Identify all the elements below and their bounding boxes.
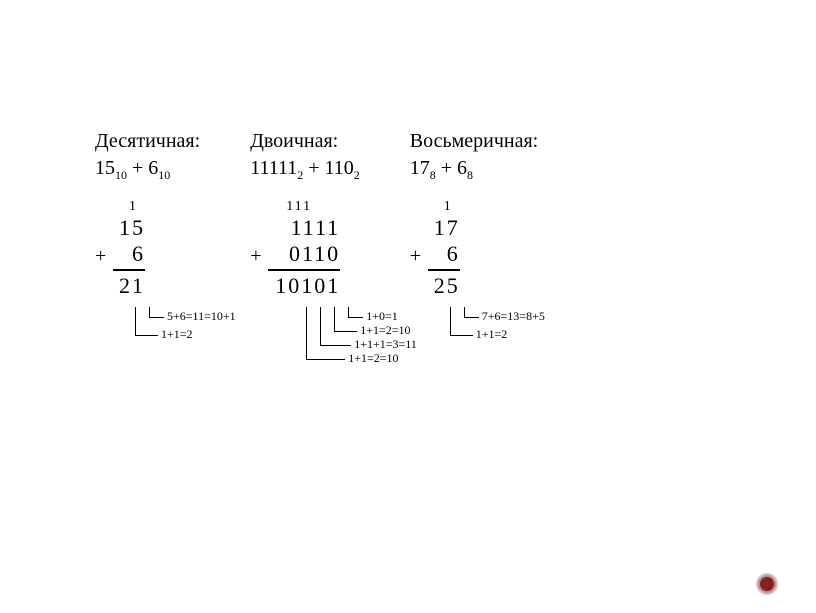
plus-icon: +: [250, 245, 261, 268]
decimal-a-sub: 10: [115, 168, 127, 182]
binary-a-sub: 2: [297, 168, 303, 182]
binary-expl-2: 1+1+1=3=11: [354, 337, 417, 352]
octal-addition: 1 + 17 6 25 7+6=13=8+5 1+1=2: [410, 215, 538, 305]
binary-a: 11111: [250, 157, 297, 179]
decimal-op2: 6: [113, 241, 145, 267]
binary-op1: 1111: [268, 215, 340, 241]
plus-text: +: [441, 157, 457, 179]
octal-b-sub: 8: [467, 168, 473, 182]
bracket: [306, 307, 345, 360]
plus-text: +: [132, 157, 148, 179]
binary-op2: 0110: [268, 241, 340, 267]
binary-b: 110: [325, 157, 354, 179]
decimal-b-sub: 10: [158, 168, 170, 182]
binary-rule: [268, 269, 340, 271]
decimal-result: 21: [113, 273, 145, 299]
binary-heading: Двоичная:: [250, 130, 360, 153]
binary-result: 10101: [268, 273, 340, 299]
decimal-column: Десятичная: 1510 + 610 1 + 15 6 21 5+6=1…: [95, 130, 200, 305]
binary-carry: 111: [286, 199, 312, 215]
decimal-op1: 15: [113, 215, 145, 241]
binary-expl-1: 1+1=2=10: [360, 323, 410, 338]
bracket: [135, 307, 158, 336]
octal-rule: [428, 269, 460, 271]
octal-heading: Восьмеричная:: [410, 130, 538, 153]
columns-container: Десятичная: 1510 + 610 1 + 15 6 21 5+6=1…: [0, 0, 816, 305]
decimal-addition: 1 + 15 6 21 5+6=11=10+1 1+1=2: [95, 215, 200, 305]
octal-result: 25: [428, 273, 460, 299]
plus-text: +: [308, 157, 324, 179]
binary-expl-3: 1+1=2=10: [348, 351, 398, 366]
decimal-heading: Десятичная:: [95, 130, 200, 153]
decimal-a: 15: [95, 157, 115, 179]
decimal-expl-1: 1+1=2: [161, 327, 193, 342]
decimal-expression: 1510 + 610: [95, 157, 200, 183]
octal-op1: 17: [428, 215, 460, 241]
octal-op2: 6: [428, 241, 460, 267]
bracket: [450, 307, 473, 336]
slide-marker-icon: [758, 575, 776, 593]
decimal-expl-0: 5+6=11=10+1: [167, 309, 236, 324]
octal-expression: 178 + 68: [410, 157, 538, 183]
octal-expl-1: 1+1=2: [476, 327, 508, 342]
binary-addition: 111 + 1111 0110 10101 1+0=1 1+1=2=10 1+1…: [250, 215, 360, 305]
octal-a-sub: 8: [430, 168, 436, 182]
binary-b-sub: 2: [354, 168, 360, 182]
binary-column: Двоичная: 111112 + 1102 111 + 1111 0110 …: [250, 130, 360, 305]
decimal-rule: [113, 269, 145, 271]
octal-a: 17: [410, 157, 430, 179]
octal-expl-0: 7+6=13=8+5: [482, 309, 545, 324]
binary-expl-0: 1+0=1: [366, 309, 398, 324]
octal-column: Восьмеричная: 178 + 68 1 + 17 6 25 7+6=1…: [410, 130, 538, 305]
octal-carry: 1: [444, 199, 453, 215]
decimal-b: 6: [148, 157, 158, 179]
binary-expression: 111112 + 1102: [250, 157, 360, 183]
plus-icon: +: [410, 245, 421, 268]
decimal-carry: 1: [129, 199, 138, 215]
plus-icon: +: [95, 245, 106, 268]
octal-b: 6: [457, 157, 467, 179]
